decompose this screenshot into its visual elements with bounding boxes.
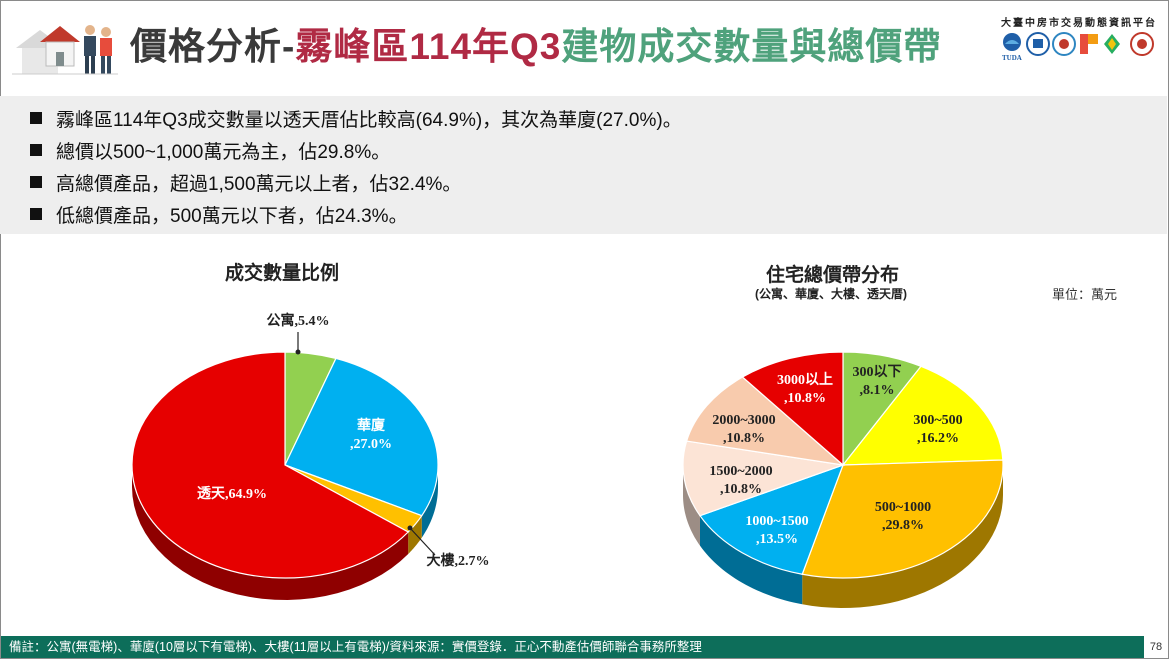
- pie-slice-1000~1500: [699, 464, 845, 575]
- data-label-華廈: 華廈,27.0%: [350, 417, 392, 452]
- data-label-2000~3000: 2000~3000,10.8%: [712, 413, 775, 446]
- leader-dot: [407, 525, 413, 531]
- title-main: 價格分析-: [130, 26, 296, 67]
- summary-panel: 霧峰區114年Q3成交數量以透天厝佔比較高(64.9%)，其次為華廈(27.0%…: [0, 96, 1167, 234]
- bullet-text: 霧峰區114年Q3成交數量以透天厝佔比較高(64.9%)，其次為華廈(27.0%…: [56, 110, 682, 131]
- tuda-logo-icon: TUDA: [1002, 33, 1022, 62]
- platform-name: 大臺中房市交易動態資訊平台: [1001, 18, 1157, 29]
- pie-slice-side: [132, 465, 409, 600]
- bullet-square-icon: [30, 176, 42, 188]
- pie-slice-3000以上: [741, 351, 844, 467]
- bullet-item: 低總價產品，500萬元以下者，佔24.3%。: [30, 201, 408, 228]
- chart2-subtitle: (公寓、華廈、大樓、透天厝): [755, 287, 907, 301]
- bullet-square-icon: [30, 208, 42, 220]
- title-topic: 建物成交數量與總價帶: [561, 26, 942, 67]
- unit-label: 單位：萬元: [1052, 287, 1118, 302]
- data-label-1500~2000: 1500~2000,10.8%: [709, 464, 772, 497]
- partner-logos: TUDA: [1002, 32, 1154, 62]
- data-label-透天: 透天,64.9%: [197, 486, 267, 502]
- bullet-item: 總價以500~1,000萬元為主，佔29.8%。: [30, 137, 390, 164]
- bullet-text: 高總價產品，超過1,500萬元以上者，佔32.4%。: [56, 174, 462, 195]
- bullet-square-icon: [30, 112, 42, 124]
- bullet-item: 霧峰區114年Q3成交數量以透天厝佔比較高(64.9%)，其次為華廈(27.0%…: [30, 105, 682, 132]
- footer-note: 備註：公寓(無電梯)、華廈(10層以下有電梯)、大樓(11層以上有電梯)/資料來…: [1, 636, 1144, 658]
- pie-slice-透天: [131, 351, 410, 579]
- page-number: 78: [1149, 641, 1163, 653]
- tuda-logo-text: TUDA: [1002, 54, 1022, 62]
- data-label-300~500: 300~500,16.2%: [913, 413, 962, 446]
- pie-0: 公寓,5.4% 華廈,27.0% 大樓,2.7% 透天,64.9%: [131, 312, 490, 600]
- pie-slice-華廈: [284, 357, 439, 517]
- leader-dot: [295, 349, 301, 355]
- pie-slice-2000~3000: [685, 376, 845, 466]
- chart2-title: 住宅總價帶分布: [766, 265, 900, 286]
- pie-slice-side: [699, 515, 803, 605]
- pie-slice-1500~2000: [682, 440, 844, 517]
- bullet-square-icon: [30, 144, 42, 156]
- data-label-300以下: 300以下,8.1%: [853, 364, 902, 398]
- data-label-500~1000: 500~1000,29.8%: [875, 500, 931, 533]
- pie-slice-side: [683, 465, 700, 546]
- page-title: 價格分析-霧峰區114年Q3建物成交數量與總價帶: [130, 16, 941, 76]
- chart1-title: 成交數量比例: [225, 263, 340, 284]
- leader-line: [409, 527, 436, 556]
- brand-logo-icon: [1080, 34, 1088, 54]
- pie-1: 300以下,8.1% 300~500,16.2% 500~1000,29.8% 100…: [682, 351, 1004, 608]
- pie-slice-300~500: [841, 365, 1004, 466]
- data-label-公寓: 公寓,5.4%: [267, 312, 330, 329]
- pie-slice-500~1000: [801, 459, 1004, 579]
- data-label-大樓: 大樓,2.7%: [427, 552, 490, 569]
- pie-slice-side: [802, 465, 1003, 608]
- data-label-1000~1500: 1000~1500,13.5%: [745, 514, 808, 547]
- title-district: 霧峰區114年Q3: [295, 26, 562, 67]
- bullet-item: 高總價產品，超過1,500萬元以上者，佔32.4%。: [30, 169, 461, 196]
- bullet-text: 低總價產品，500萬元以下者，佔24.3%。: [56, 206, 408, 227]
- data-label-3000以上: 3000以上,10.8%: [777, 372, 833, 406]
- pie-slice-side: [408, 515, 422, 554]
- house-family-illustration: [10, 8, 120, 84]
- bullet-text: 總價以500~1,000萬元為主，佔29.8%。: [56, 142, 391, 163]
